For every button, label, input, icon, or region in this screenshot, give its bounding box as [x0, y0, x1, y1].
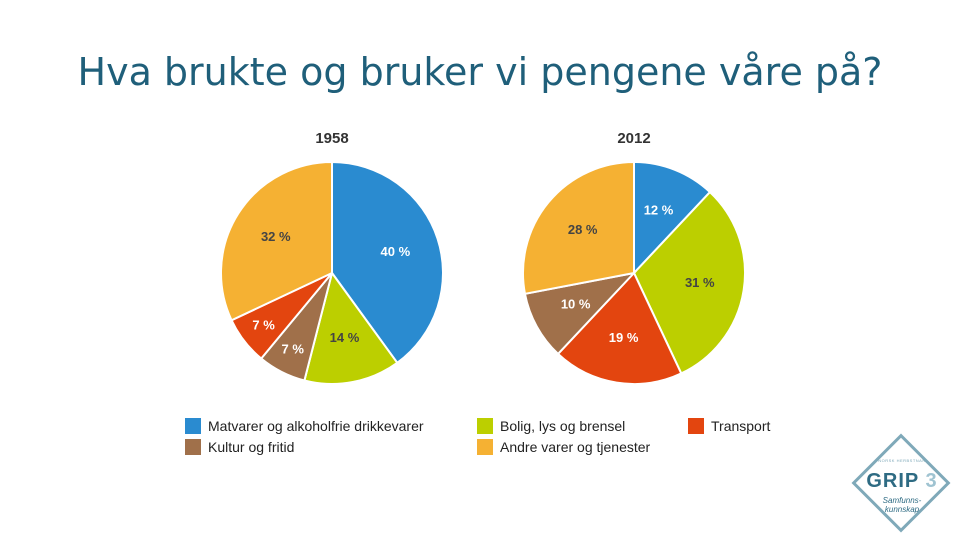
- slice-label-2012-matvarer: 12 %: [644, 203, 674, 218]
- slice-label-2012-bolig: 31 %: [685, 275, 715, 290]
- legend-swatch: [477, 418, 493, 434]
- legend-swatch: [185, 439, 201, 455]
- grip3-logo: NORSK HERBSTNAR GRIP 3 Samfunns-kunnskap: [851, 433, 952, 534]
- pie-slice-2012-transport: [556, 271, 683, 385]
- slice-label-1958-andre: 32 %: [261, 229, 291, 244]
- slide-title: Hva brukte og bruker vi pengene våre på?: [77, 50, 883, 94]
- chart-legend: Matvarer og alkoholfrie drikkevarer Boli…: [185, 418, 805, 462]
- legend-swatch: [185, 418, 201, 434]
- legend-label: Transport: [711, 418, 771, 434]
- logo-subtitle: Samfunns-kunnskap: [852, 496, 952, 514]
- chart-title-2012: 2012: [617, 130, 650, 147]
- pie-slice-2012-matvarer: [633, 160, 712, 276]
- logo-word: GRIP: [866, 470, 919, 492]
- legend-item-andre: Andre varer og tjenester: [477, 439, 650, 455]
- slice-label-1958-kultur: 7 %: [281, 342, 304, 357]
- pie-slice-1958-matvarer: [331, 160, 444, 365]
- legend-swatch: [688, 418, 704, 434]
- legend-item-kultur: Kultur og fritid: [185, 439, 294, 455]
- logo-sub-line1: Samfunns-: [882, 496, 922, 505]
- pie-slice-1958-bolig: [303, 270, 399, 385]
- pie-slice-2012-bolig: [632, 190, 746, 375]
- slice-label-2012-kultur: 10 %: [561, 297, 591, 312]
- logo-sub-line2: kunnskap: [884, 505, 920, 514]
- legend-label: Andre varer og tjenester: [500, 439, 651, 455]
- legend-item-transport: Transport: [688, 418, 770, 434]
- slice-label-1958-bolig: 14 %: [330, 330, 360, 345]
- legend-item-bolig: Bolig, lys og brensel: [477, 418, 625, 434]
- slice-label-1958-matvarer: 40 %: [381, 244, 411, 259]
- logo-top-text: NORSK HERBSTNAR: [878, 458, 926, 463]
- legend-label: Matvarer og alkoholfrie drikkevarer: [208, 418, 424, 434]
- chart-title-1958: 1958: [315, 130, 348, 147]
- legend-swatch: [477, 439, 493, 455]
- slice-label-2012-andre: 28 %: [568, 222, 598, 237]
- logo-main-text: GRIP 3: [852, 470, 952, 493]
- slice-label-1958-transport: 7 %: [252, 318, 275, 333]
- pie-slice-2012-andre: [522, 160, 635, 295]
- logo-number: 3: [925, 470, 938, 492]
- pie-chart-1958: 1958 40 % 14 % 7 % 7 % 32 %: [220, 130, 444, 385]
- legend-label: Kultur og fritid: [208, 439, 295, 455]
- legend-item-matvarer: Matvarer og alkoholfrie drikkevarer: [185, 418, 424, 434]
- pie-slice-1958-andre: [220, 160, 333, 322]
- pie-charts: 1958 40 % 14 % 7 % 7 % 32 % 2012 12 % 31 % 19 …: [220, 130, 746, 385]
- legend-label: Bolig, lys og brensel: [500, 418, 626, 434]
- pie-chart-2012: 2012 12 % 31 % 19 % 10 % 28 %: [522, 130, 746, 385]
- slice-label-2012-transport: 19 %: [609, 330, 639, 345]
